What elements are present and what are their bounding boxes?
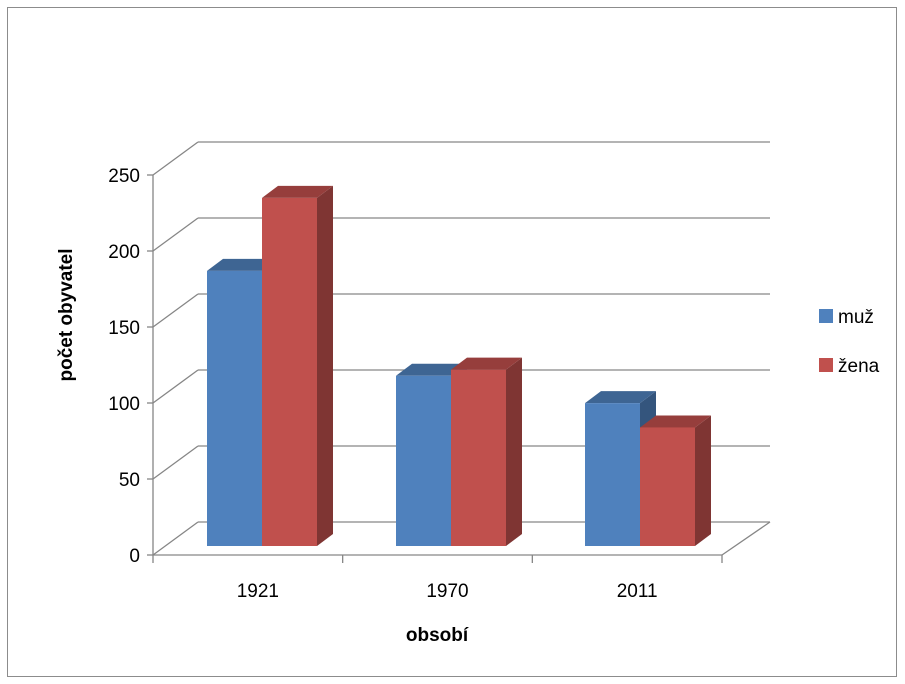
bar-top	[640, 415, 711, 428]
legend-swatch	[819, 309, 833, 323]
bar-front	[207, 270, 262, 546]
bar-side	[506, 357, 522, 546]
gridline-side	[152, 369, 199, 404]
gridline-side	[152, 445, 199, 480]
bar-top	[396, 363, 467, 376]
bar	[451, 357, 522, 546]
bar-front	[585, 403, 640, 546]
x-tick-label: 1970	[426, 581, 468, 602]
gridline-side	[152, 293, 199, 328]
x-tick-label: 2011	[617, 581, 658, 602]
bars	[207, 185, 711, 547]
axes	[147, 174, 723, 563]
tick-labels: 0 50 100 150 200 250 1921 1970 2011	[108, 166, 657, 602]
bar-top	[585, 391, 656, 404]
bar-front	[640, 427, 695, 546]
legend-label: žena	[838, 356, 880, 377]
x-tick-label: 1921	[237, 581, 279, 602]
bar-top	[207, 258, 278, 271]
bar-front	[262, 197, 317, 547]
y-tick-label: 100	[108, 394, 140, 415]
legend-item: žena	[819, 356, 880, 377]
floor-edge	[721, 521, 771, 556]
bar-front	[396, 375, 451, 546]
bar	[640, 415, 711, 546]
legend-item: muž	[819, 307, 874, 328]
y-tick-label: 250	[108, 166, 140, 187]
y-axis-title: počet obyvatel	[56, 248, 77, 381]
gridline-side	[152, 141, 199, 176]
y-tick-label: 150	[108, 318, 140, 339]
y-tick-label: 200	[108, 242, 140, 263]
bar-front	[451, 369, 506, 546]
bar-side	[317, 185, 333, 547]
x-axis-title: obsobí	[406, 625, 469, 646]
gridline-side	[152, 217, 199, 252]
y-tick-label: 50	[119, 470, 140, 491]
bar-side	[695, 415, 711, 546]
legend: muž žena	[819, 307, 880, 377]
bar-top	[451, 357, 522, 370]
chart-frame	[7, 7, 897, 677]
bar	[262, 185, 333, 547]
y-tick-label: 0	[129, 546, 140, 567]
legend-swatch	[819, 358, 833, 372]
legend-label: muž	[838, 307, 874, 328]
gridline-side	[152, 521, 199, 556]
bar-top	[262, 185, 333, 198]
